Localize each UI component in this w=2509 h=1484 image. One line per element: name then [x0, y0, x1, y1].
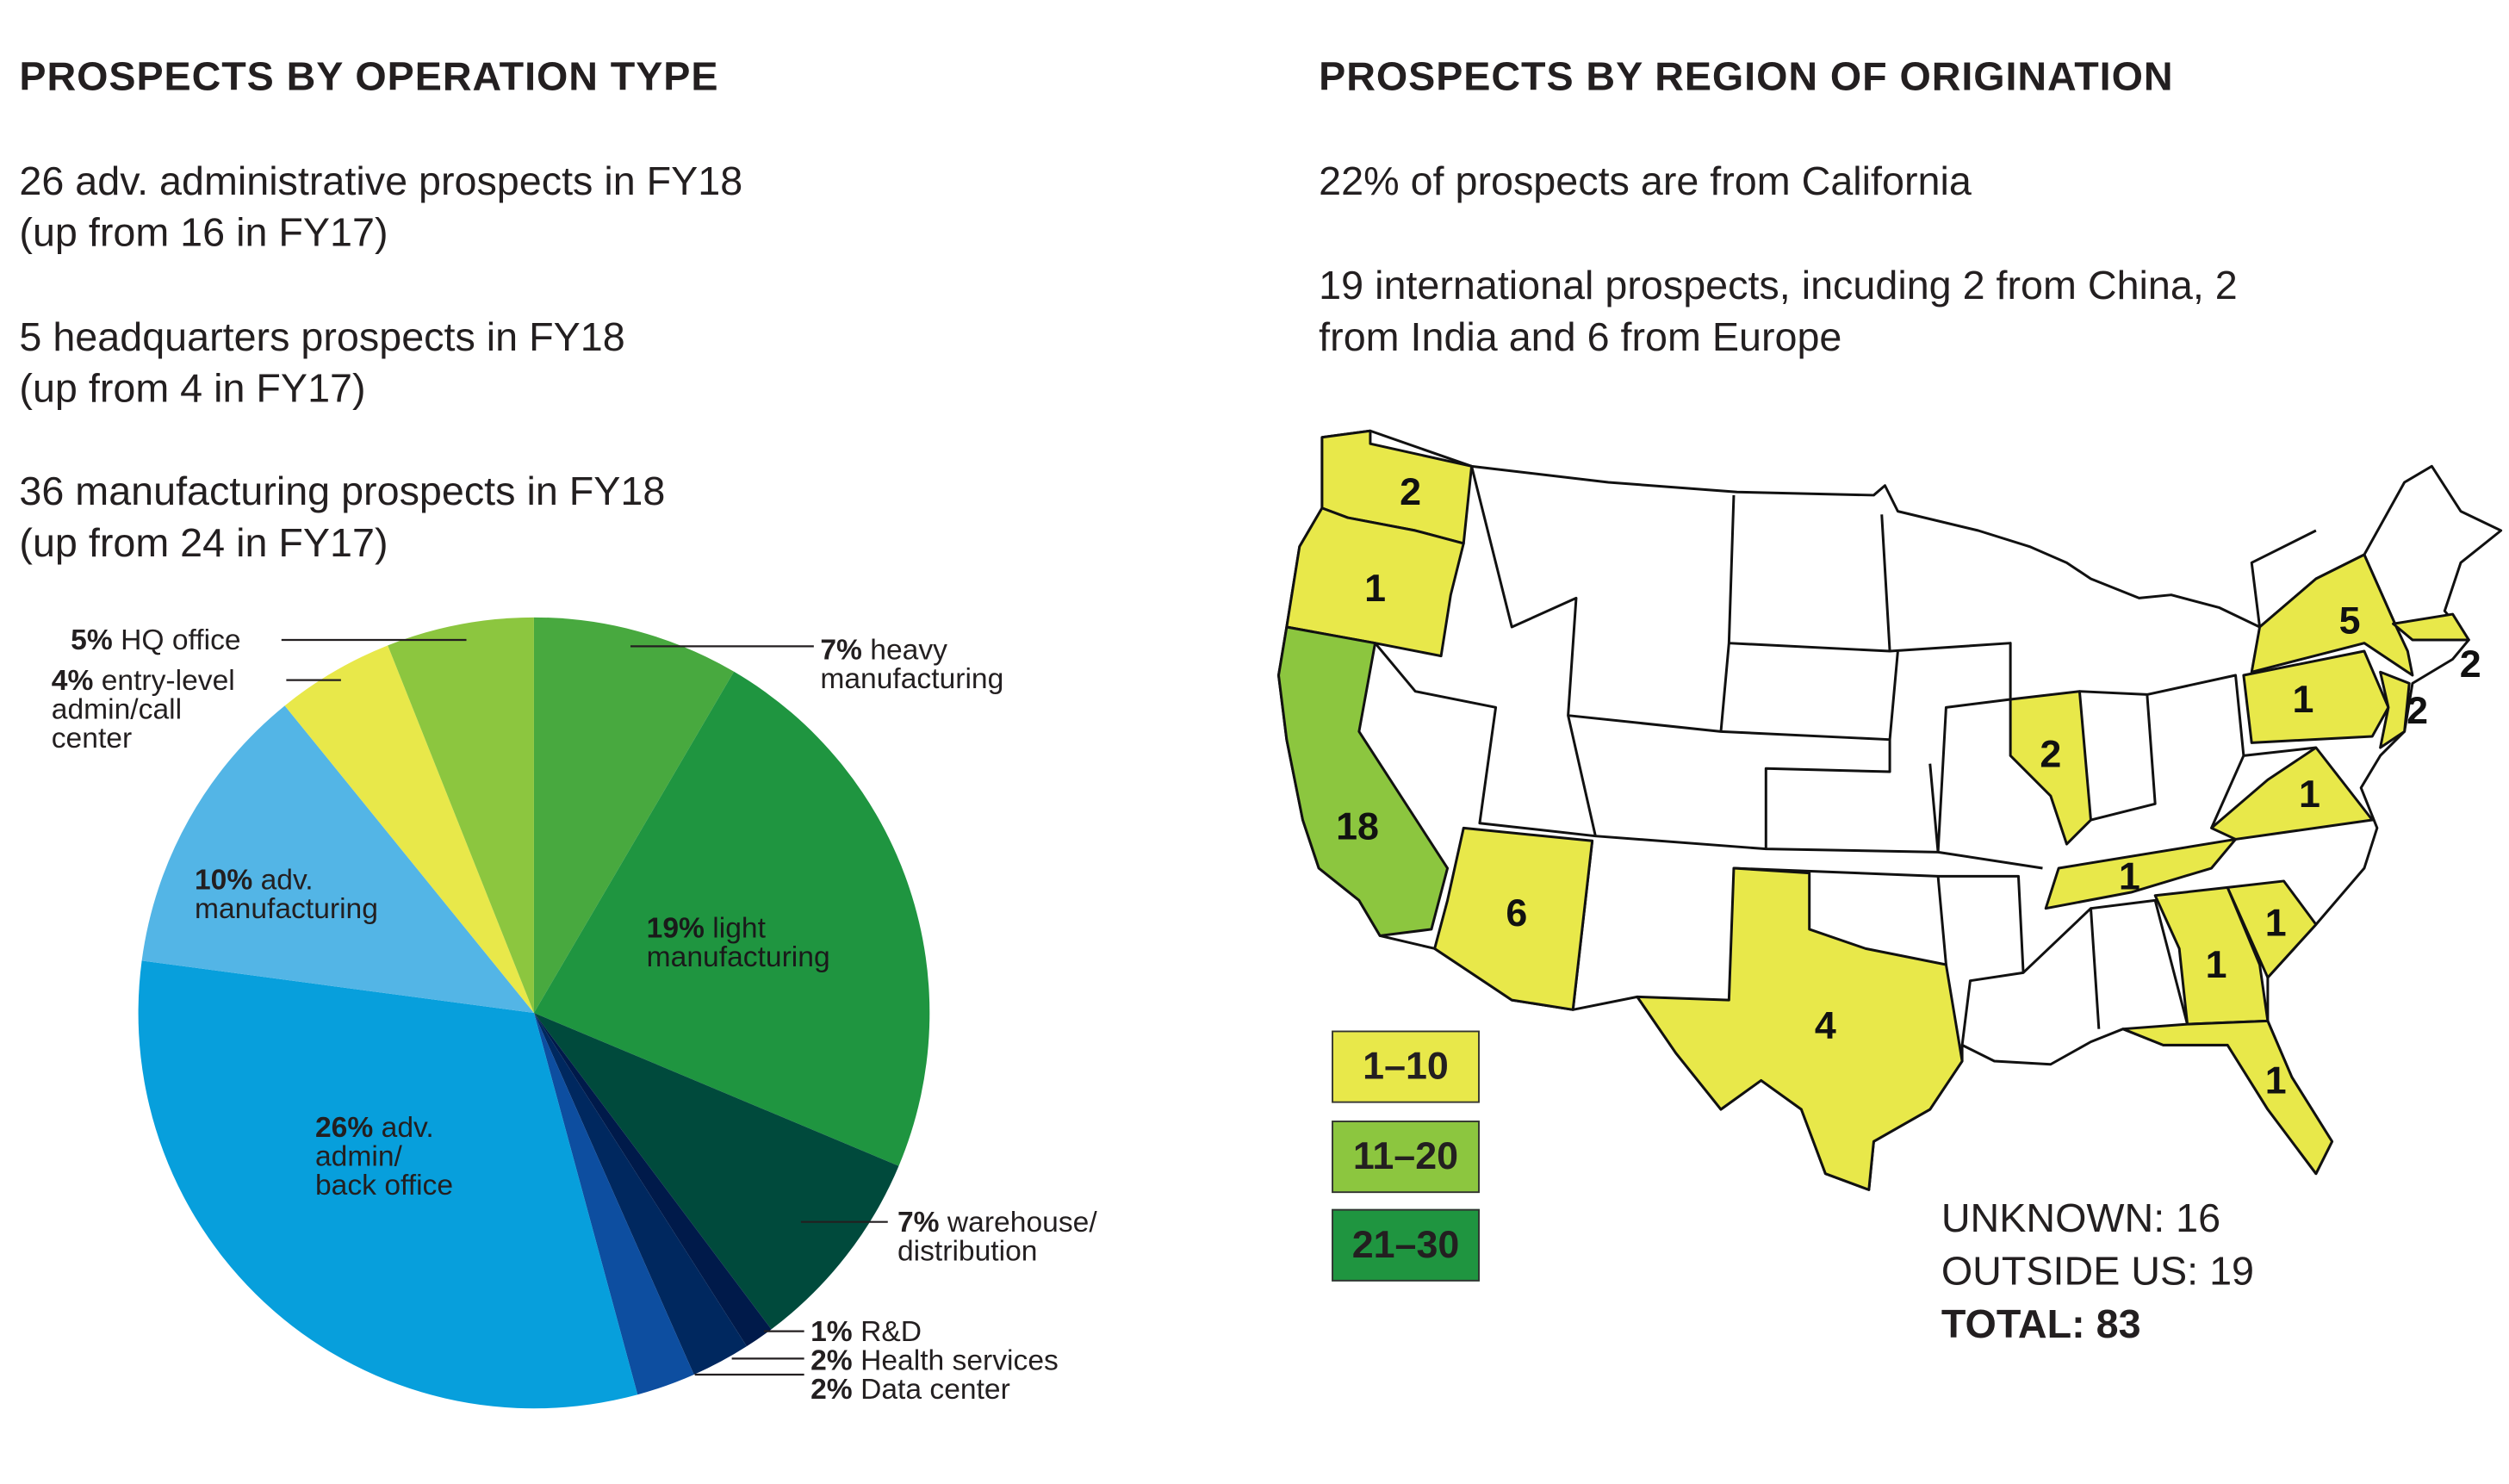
- manufacturing-stat: 36 manufacturing prospects in FY18 (up f…: [19, 469, 666, 567]
- value-pa: 1: [2293, 678, 2314, 721]
- admin-stat: 26 adv. administrative prospects in FY18…: [19, 158, 743, 256]
- pie-slice-2: [533, 1013, 899, 1330]
- operation-type-title: PROSPECTS BY OPERATION TYPE: [19, 54, 719, 100]
- state-tn: [2044, 837, 2238, 910]
- outside-us-count: OUTSIDE US: 19: [1941, 1249, 2255, 1295]
- california-stat: 22% of prospects are from California: [1319, 158, 1972, 205]
- state-az: [1433, 826, 1594, 1011]
- pie-slice-5: [533, 1013, 694, 1395]
- label-datacenter: 2% Data center: [810, 1373, 1010, 1406]
- international-stat: 19 international prospects, incuding 2 f…: [1319, 264, 2238, 361]
- label-health: 2% Health services: [810, 1344, 1059, 1376]
- label-light: 19% light manufacturing: [646, 911, 830, 973]
- total-count: TOTAL: 83: [1941, 1302, 2141, 1348]
- state-va: [2210, 746, 2374, 841]
- state-nj: [2379, 670, 2411, 749]
- label-heavy: 7% heavy manufacturing: [820, 633, 1004, 695]
- value-wa: 2: [1400, 470, 1421, 513]
- value-fl: 1: [2265, 1059, 2287, 1102]
- value-il: 2: [2040, 732, 2061, 775]
- value-va: 1: [2299, 773, 2320, 816]
- state-or: [1285, 506, 1465, 658]
- label-warehouse: 7% warehouse/ distribution: [897, 1206, 1097, 1267]
- pie-slice-1: [533, 671, 930, 1166]
- label-adv-admin: 26% adv. admin/ back office: [314, 1110, 454, 1201]
- state-ca: [1277, 625, 1450, 937]
- value-sc: 1: [2265, 901, 2287, 944]
- state-pa: [2242, 649, 2390, 744]
- legend-1-10: 1–10: [1332, 1030, 1480, 1103]
- region-title: PROSPECTS BY REGION OF ORIGINATION: [1319, 54, 2174, 100]
- value-ga: 1: [2206, 943, 2227, 986]
- value-ny: 5: [2339, 599, 2361, 642]
- label-hq: 5% HQ office: [71, 624, 241, 656]
- pie-slice-3: [533, 1013, 772, 1347]
- state-borders: [1374, 465, 2398, 1046]
- label-adv-manufacturing: 10% adv. manufacturing: [194, 863, 378, 925]
- pie-slice-8: [284, 645, 534, 1014]
- state-il: [2009, 690, 2092, 846]
- pie-slice-0: [533, 617, 735, 1014]
- pie-slice-7: [141, 705, 534, 1014]
- legend-21-30: 21–30: [1332, 1208, 1480, 1282]
- pie-slice-4: [533, 1013, 747, 1375]
- value-tn: 1: [2119, 854, 2140, 897]
- value-or: 1: [1364, 567, 1386, 610]
- value-ca: 18: [1336, 804, 1379, 848]
- pie-slice-6: [138, 960, 638, 1409]
- value-az: 6: [1506, 891, 1527, 934]
- hq-stat: 5 headquarters prospects in FY18 (up fro…: [19, 314, 625, 412]
- unknown-count: UNKNOWN: 16: [1941, 1195, 2221, 1242]
- label-entry-level: 4% entry-level admin/call center: [51, 663, 235, 754]
- label-rd: 1% R&D: [810, 1314, 922, 1348]
- value-tx: 4: [1815, 1004, 1836, 1047]
- state-sc: [2226, 879, 2318, 979]
- state-ny: [2250, 553, 2414, 677]
- value-nj: 2: [2407, 689, 2428, 732]
- state-tx: [1636, 866, 1964, 1191]
- value-ma: 2: [2460, 643, 2481, 686]
- state-fl: [2121, 1019, 2334, 1176]
- legend-11-20: 11–20: [1332, 1121, 1480, 1194]
- state-ma: [2392, 612, 2470, 642]
- pie-slice-9: [388, 617, 534, 1014]
